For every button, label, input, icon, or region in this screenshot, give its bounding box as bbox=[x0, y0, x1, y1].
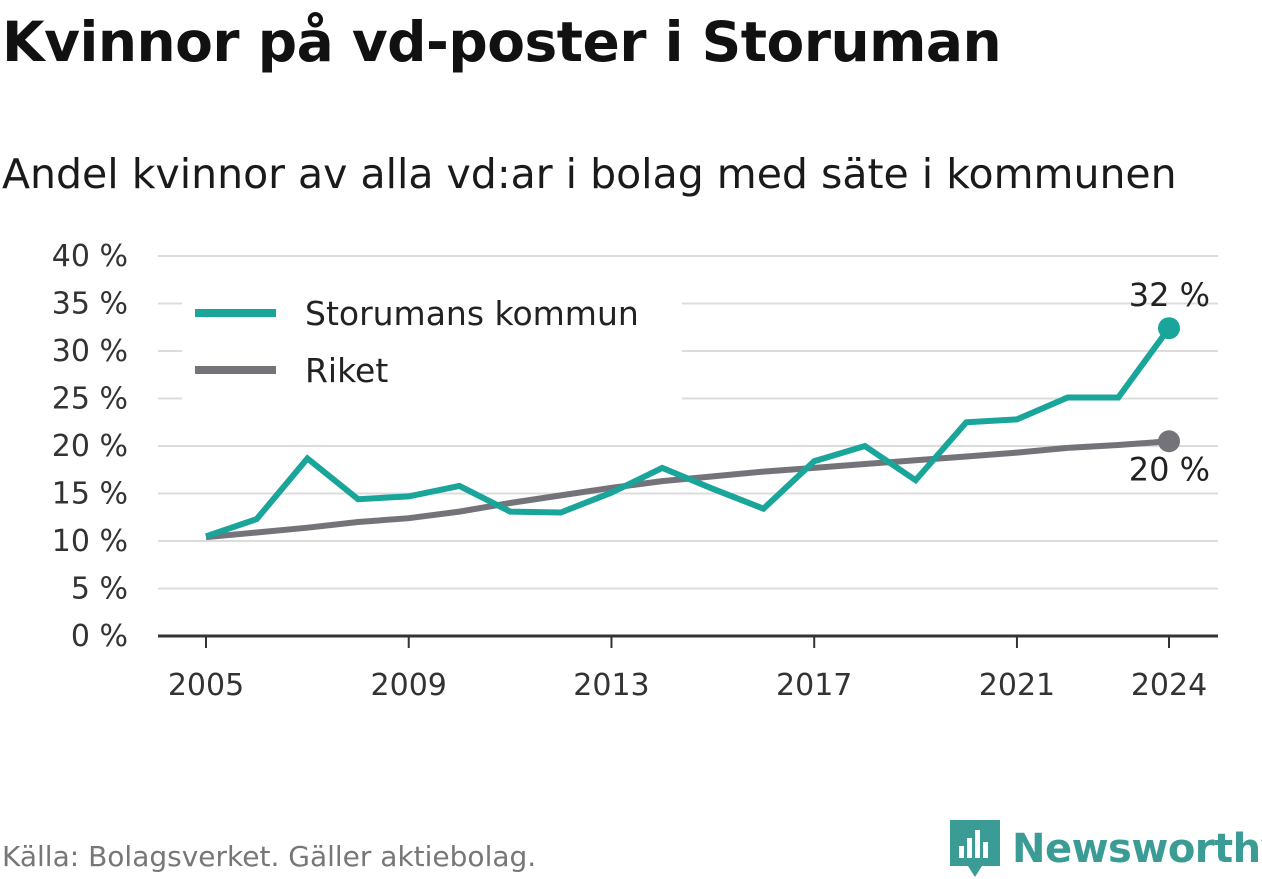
x-tick-label: 2005 bbox=[168, 668, 244, 703]
y-tick-label: 5 % bbox=[71, 572, 128, 607]
legend-label: Riket bbox=[305, 351, 388, 390]
brand-name: Newsworthy bbox=[1012, 826, 1262, 872]
y-tick-label: 25 % bbox=[52, 382, 128, 417]
end-label-storuman: 32 % bbox=[1129, 276, 1210, 314]
brand-logo: Newsworthy bbox=[950, 820, 1262, 878]
end-label-riket: 20 % bbox=[1129, 450, 1210, 488]
line-chart: 0 % 5 % 10 % 15 % 20 % 25 % 30 % 35 % 40 % 2005 20… bbox=[52, 239, 1218, 703]
y-tick-label: 15 % bbox=[52, 477, 128, 512]
end-point-storuman bbox=[1158, 317, 1180, 340]
end-point-riket bbox=[1158, 430, 1180, 453]
y-tick-label: 10 % bbox=[52, 524, 128, 559]
source-note: Källa: Bolagsverket. Gäller aktiebolag. bbox=[2, 840, 537, 873]
y-tick-label: 35 % bbox=[52, 287, 128, 322]
x-tick-label: 2017 bbox=[776, 668, 852, 703]
y-tick-label: 0 % bbox=[71, 619, 128, 654]
newsworthy-logo-icon bbox=[950, 820, 1000, 877]
x-tick-label: 2013 bbox=[573, 668, 649, 703]
y-tick-label: 40 % bbox=[52, 239, 128, 274]
chart-subtitle: Andel kvinnor av alla vd:ar i bolag med … bbox=[2, 150, 1177, 198]
y-tick-label: 30 % bbox=[52, 334, 128, 369]
legend-label: Storumans kommun bbox=[305, 294, 639, 333]
x-tick-label: 2009 bbox=[371, 668, 447, 703]
y-tick-label: 20 % bbox=[52, 429, 128, 464]
chart-title: Kvinnor på vd-poster i Storuman bbox=[2, 10, 1002, 74]
x-tick-label: 2021 bbox=[979, 668, 1055, 703]
series-line-storuman bbox=[205, 326, 1172, 540]
x-tick-label: 2024 bbox=[1131, 668, 1207, 703]
